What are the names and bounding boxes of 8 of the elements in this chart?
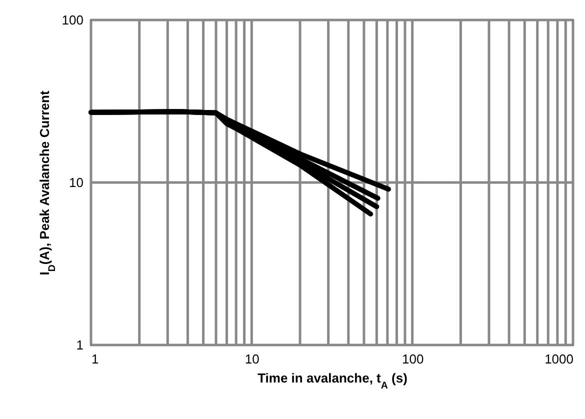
- x-tick-label: 1: [92, 352, 99, 366]
- x-tick-label: 10: [244, 352, 260, 366]
- x-tick-label: 1000: [544, 352, 574, 366]
- y-tick-label: 1: [76, 338, 84, 352]
- x-axis-title: Time in avalanche, t$_{A}$ (s): [258, 370, 408, 391]
- x-tick-label: 100: [402, 352, 424, 366]
- y-tick-label: 100: [62, 12, 84, 28]
- y-tick-label: 10: [69, 175, 84, 190]
